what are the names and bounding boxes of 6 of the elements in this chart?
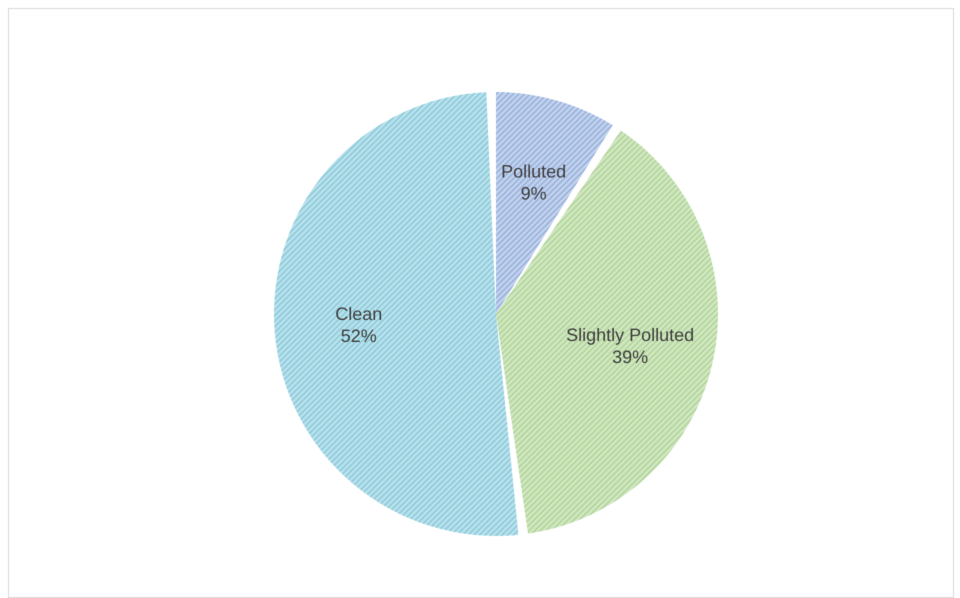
slice-label: Slightly Polluted <box>566 324 694 345</box>
slice-label: Clean <box>335 304 382 324</box>
data-label: 9% <box>520 184 547 204</box>
slice-label: Polluted <box>501 162 566 182</box>
data-label: 52% <box>340 326 377 346</box>
data-label: 39% <box>612 346 648 367</box>
